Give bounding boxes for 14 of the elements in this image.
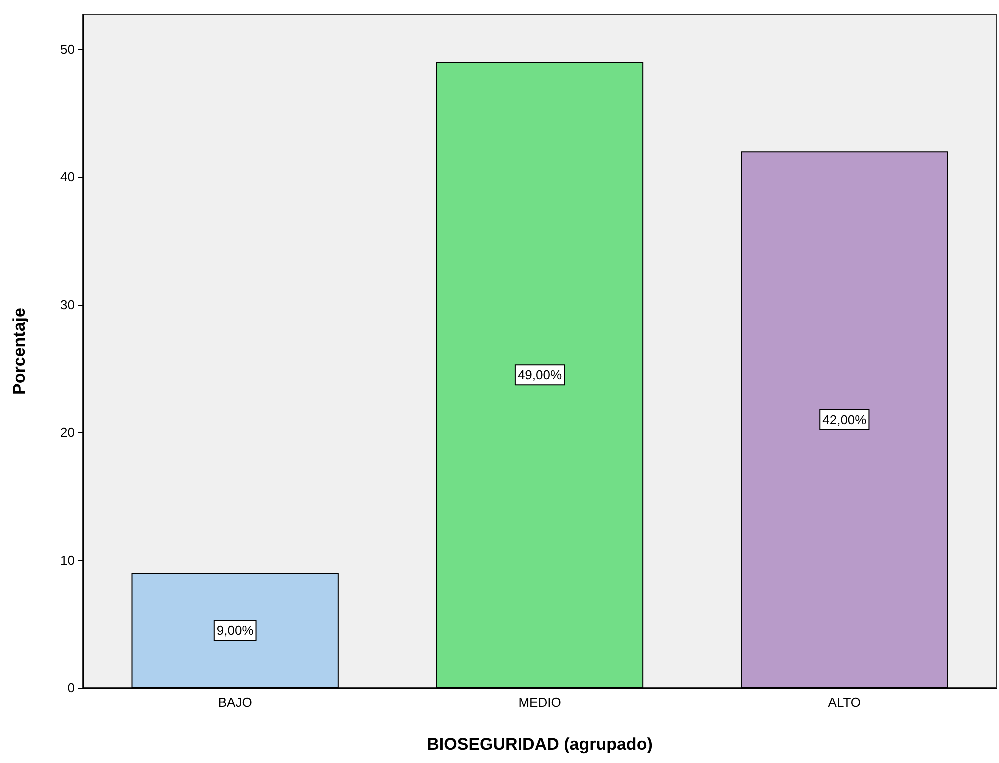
y-axis-title: Porcentaje bbox=[10, 308, 29, 395]
y-tick-label: 20 bbox=[60, 425, 75, 440]
y-tick-label: 40 bbox=[60, 170, 75, 185]
data-label: 9,00% bbox=[216, 623, 254, 638]
x-tick-label: ALTO bbox=[828, 695, 862, 710]
x-tick-label: MEDIO bbox=[518, 695, 562, 710]
y-tick-label: 30 bbox=[60, 297, 75, 312]
y-tick-label: 50 bbox=[60, 42, 75, 57]
x-tick-label: BAJO bbox=[218, 695, 252, 710]
y-tick-label: 0 bbox=[68, 680, 75, 696]
y-tick-label: 10 bbox=[60, 552, 75, 568]
data-label: 49,00% bbox=[518, 368, 562, 383]
x-axis-title: BIOSEGURIDAD (agrupado) bbox=[427, 735, 653, 754]
data-label: 42,00% bbox=[822, 412, 868, 428]
